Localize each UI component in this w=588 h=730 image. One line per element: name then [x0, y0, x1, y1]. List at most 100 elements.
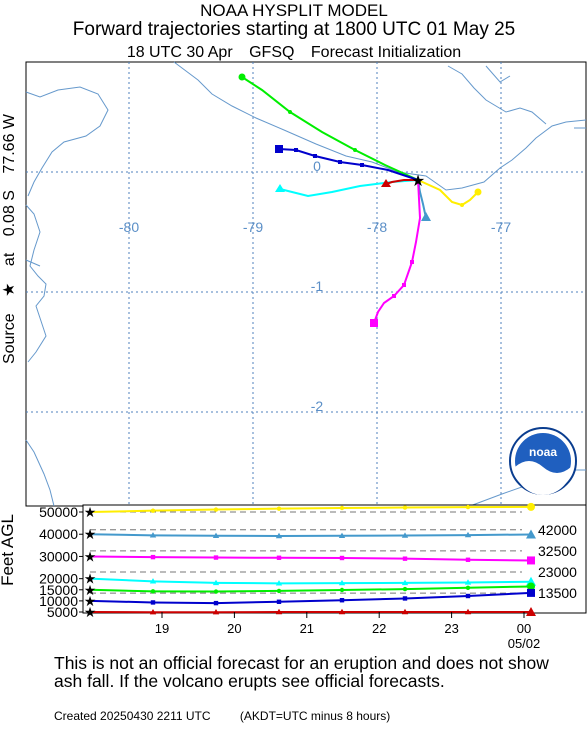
- init-line: 18 UTC 30 Apr GFSQ Forecast Initializati…: [0, 44, 588, 62]
- height-start-star: ★: [84, 505, 97, 521]
- height-marker: [213, 589, 219, 594]
- height-marker: [402, 505, 408, 510]
- time-tick-label: 19: [155, 621, 169, 636]
- height-right-label: 42000: [538, 522, 577, 538]
- lat-tick-label: -1: [311, 278, 324, 294]
- height-series-line: [89, 577, 532, 585]
- time-date-label: 05/02: [508, 636, 541, 651]
- height-marker: [213, 555, 219, 560]
- height-marker: [276, 555, 282, 560]
- coastline-peru: [25, 439, 55, 507]
- height-marker: [150, 508, 156, 513]
- height-marker: [338, 608, 346, 615]
- height-series-line: [89, 591, 532, 605]
- height-marker: [276, 506, 282, 511]
- border-gulf-guayaquil: [25, 259, 41, 267]
- lat-tick-label: 0: [313, 158, 321, 174]
- marker-green: [353, 148, 357, 152]
- height-marker: [464, 579, 472, 585]
- marker-magenta: [370, 319, 378, 327]
- height-marker: [149, 578, 157, 584]
- time-tick-label: 00: [517, 621, 531, 636]
- time-tick-label: 22: [372, 621, 386, 636]
- lon-tick-label: -78: [367, 219, 387, 235]
- height-marker: [464, 531, 472, 538]
- init-label: Forecast Initialization: [310, 44, 462, 61]
- marker-blue: [338, 160, 342, 164]
- height-marker: [339, 587, 345, 593]
- height-marker: [339, 598, 345, 603]
- height-marker: [149, 532, 157, 538]
- height-marker: [276, 588, 282, 594]
- marker-magenta: [392, 294, 396, 298]
- plot-title: Forward trajectories starting at 1800 UT…: [72, 19, 516, 40]
- coastline: [25, 61, 587, 507]
- trajectory-markers: [238, 73, 482, 327]
- height-series-line: [89, 555, 532, 562]
- height-marker: [275, 608, 283, 615]
- marker-magenta: [402, 283, 406, 287]
- height-tick-label: 10000: [39, 593, 78, 609]
- marker-blue: [294, 148, 298, 152]
- marker-magenta: [410, 260, 414, 264]
- height-marker: [527, 588, 535, 597]
- marker-yellow: [460, 203, 464, 207]
- border-ecuador-peru-east: [447, 65, 547, 125]
- height-marker: [276, 599, 282, 604]
- height-marker: [212, 579, 220, 586]
- marker-blue: [360, 163, 364, 167]
- height-series-line: [89, 533, 532, 538]
- coastline-ecuador-north: [25, 86, 109, 197]
- source-star-marker: ★: [411, 171, 425, 190]
- trajectory-green: [241, 76, 419, 181]
- created-line: Created 20250430 2211 UTC (AKDT=UTC minu…: [54, 709, 390, 723]
- disclaimer-text: This is not an official forecast for an …: [54, 653, 549, 691]
- height-marker: [401, 608, 409, 615]
- height-tick-label: 5000: [47, 604, 78, 620]
- marker-green: [238, 73, 246, 81]
- height-marker: [401, 532, 409, 538]
- height-marker: [464, 608, 472, 615]
- map-layer: -80 -79 -78 -77 0 -1 -2: [25, 61, 587, 507]
- height-marker: [338, 579, 346, 586]
- model-name: NOAA HYSPLIT MODEL: [200, 1, 388, 20]
- height-series-line: [89, 585, 532, 593]
- time-tick-label: 21: [300, 621, 314, 636]
- height-marker: [402, 556, 408, 561]
- trajectory-yellow: [417, 179, 479, 207]
- height-marker: [339, 555, 345, 561]
- height-marker: [465, 504, 471, 510]
- marker-lightblue: [421, 212, 431, 221]
- height-tick-label: 50000: [39, 504, 78, 520]
- height-start-star: ★: [84, 583, 97, 599]
- time-tick-label: 23: [444, 621, 458, 636]
- time-tick-label: 20: [227, 621, 241, 636]
- height-start-star: ★: [84, 594, 97, 610]
- height-start-star: ★: [84, 527, 97, 543]
- marker-cyan: [275, 184, 285, 192]
- height-marker: [465, 557, 471, 562]
- marker-green: [288, 110, 292, 114]
- marker-yellow: [474, 188, 482, 196]
- height-marker: [527, 556, 535, 565]
- height-start-star: ★: [84, 605, 97, 621]
- map-frame: [25, 61, 587, 507]
- height-right-label: 23000: [538, 564, 577, 580]
- height-marker: [527, 502, 535, 511]
- height-marker: [402, 586, 408, 592]
- height-tick-label: 20000: [39, 571, 78, 587]
- height-marker: [149, 609, 157, 615]
- height-marker: [527, 582, 535, 591]
- height-tick-label: 30000: [39, 548, 78, 564]
- height-marker: [150, 589, 156, 594]
- height-marker: [212, 609, 220, 615]
- height-tick-label: 40000: [39, 526, 78, 542]
- height-marker: [213, 507, 219, 512]
- height-series-line: [89, 505, 532, 513]
- height-marker: [275, 580, 283, 586]
- height-marker: [402, 596, 408, 601]
- border-ecuador-colombia: [173, 61, 587, 191]
- marker-red: [381, 179, 391, 187]
